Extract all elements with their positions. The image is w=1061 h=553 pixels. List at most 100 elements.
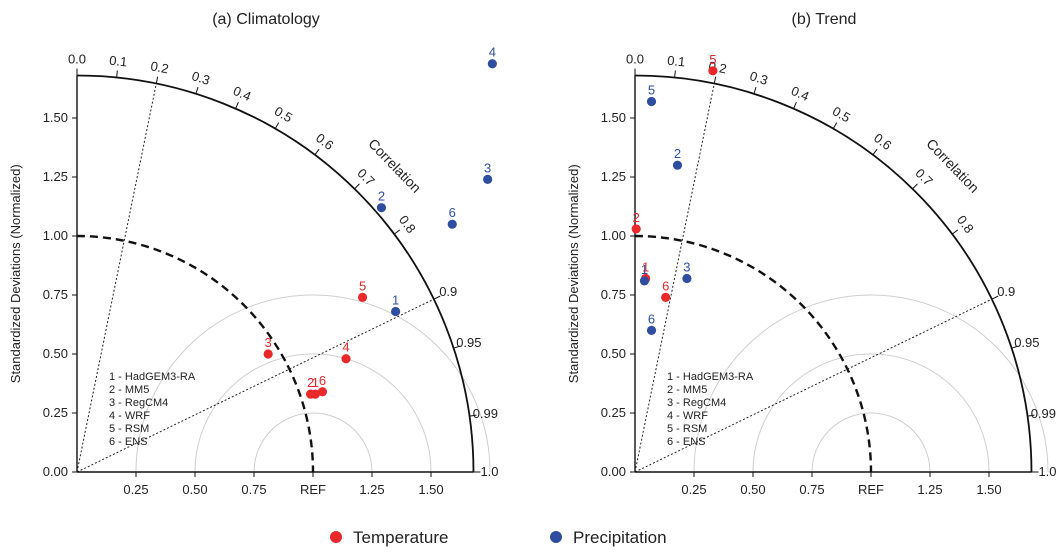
correlation-tick-label: 0.1 <box>109 53 128 70</box>
model-list-item: 6 - ENS <box>667 436 706 448</box>
y-tick-label: 0.25 <box>43 405 68 420</box>
correlation-tick-mark <box>433 295 441 300</box>
correlation-tick-mark <box>872 148 878 156</box>
y-tick-label: 0.75 <box>601 287 626 302</box>
rms-arc <box>752 353 990 473</box>
correlation-tick-label: 0.99 <box>1031 406 1056 421</box>
y-tick-label: 0.25 <box>601 405 626 420</box>
data-point-label: 6 <box>319 373 326 388</box>
correlation-tick-mark <box>274 122 280 129</box>
model-list-item: 4 - WRF <box>109 410 150 422</box>
rms-arc <box>693 294 1049 473</box>
data-point <box>661 292 671 302</box>
data-point <box>483 174 493 184</box>
y-tick-label: 0.50 <box>601 346 626 361</box>
correlation-tick-mark <box>393 229 401 235</box>
correlation-tick-label: 0.4 <box>231 83 254 104</box>
correlation-tick-mark <box>1011 345 1019 349</box>
data-point <box>376 203 387 213</box>
correlation-tick-mark <box>314 148 320 156</box>
x-tick-label: 0.75 <box>241 482 266 497</box>
model-list-item: 6 - ENS <box>109 436 148 448</box>
x-tick-label: 0.75 <box>799 482 824 497</box>
data-point <box>646 325 657 335</box>
y-tick-label: 1.50 <box>43 110 68 125</box>
legend-marker <box>550 531 562 543</box>
x-tick-label: 1.50 <box>418 482 443 497</box>
rms-arc <box>253 412 373 473</box>
taylor-panel-climatology: (a) Climatology0.000.250.500.751.001.251… <box>8 11 499 497</box>
x-tick-label: 1.25 <box>917 482 942 497</box>
data-point <box>487 59 497 69</box>
correlation-tick-label: 0.95 <box>1014 335 1039 350</box>
taylor-panel-trend: (b) Trend 0.00 0.25 0.50 0.75 1.00 1.25 1.50 0.2… <box>566 11 1057 497</box>
correlation-tick-label: 0.9 <box>439 284 457 299</box>
data-point-label: 5 <box>359 278 366 293</box>
model-list-item: 4 - WRF <box>667 410 708 422</box>
outer-arc <box>76 74 475 473</box>
data-point <box>639 276 650 286</box>
correlation-tick-mark <box>235 102 239 109</box>
correlation-tick-mark <box>354 183 360 190</box>
correlation-tick-mark <box>832 122 838 129</box>
x-tick-label: 1.25 <box>359 482 384 497</box>
correlation-tick-mark <box>1027 414 1035 417</box>
data-point <box>672 160 683 170</box>
data-point <box>708 66 718 76</box>
correlation-tick-label: 1.0 <box>480 464 498 479</box>
correlation-tick-label: 0.6 <box>313 130 336 153</box>
correlation-title: Correlation <box>923 135 982 195</box>
model-list-item: 5 - RSM <box>109 423 149 435</box>
y-axis-label: Standardized Deviations (Normalized) <box>566 164 581 383</box>
data-point-label: 5 <box>648 82 655 97</box>
correlation-tick-mark <box>793 102 797 109</box>
data-point-label: 5 <box>709 52 716 67</box>
correlation-title: Correlation <box>365 135 424 195</box>
rms-arc <box>194 353 432 473</box>
correlation-tick-label: 0.99 <box>473 406 498 421</box>
y-tick-label: 0.75 <box>43 287 68 302</box>
correlation-tick-mark <box>951 229 959 235</box>
data-point-label: 2 <box>674 146 681 161</box>
data-point-label: 1 <box>641 262 648 277</box>
data-point <box>357 292 368 302</box>
data-point-label: 1 <box>392 293 399 308</box>
correlation-tick-mark <box>674 70 676 78</box>
correlation-tick-mark <box>155 76 159 84</box>
rms-arc <box>811 412 931 473</box>
model-list-item: 2 - MM5 <box>667 384 707 396</box>
y-axis-label: Standardized Deviations (Normalized) <box>8 164 23 383</box>
y-tick-label: 1.25 <box>43 169 68 184</box>
data-point-label: 6 <box>648 311 655 326</box>
data-point-label: 6 <box>662 278 669 293</box>
data-point <box>263 349 273 359</box>
data-point-label: 4 <box>342 340 349 355</box>
data-point <box>306 389 316 399</box>
data-point <box>317 387 328 397</box>
correlation-tick-mark <box>116 70 118 78</box>
y-tick-label: 0.00 <box>43 464 68 479</box>
correlation-tick-mark <box>912 183 918 190</box>
data-point-label: 3 <box>484 160 491 175</box>
panel-title: (a) Climatology <box>212 11 320 28</box>
data-point <box>391 306 401 317</box>
x-tick-label: REF <box>300 482 326 497</box>
x-tick-label: 0.25 <box>123 482 148 497</box>
correlation-tick-label: 0.95 <box>456 335 481 350</box>
y-tick-label: 0.00 <box>601 464 626 479</box>
data-point-label: 2 <box>378 189 385 204</box>
y-tick-label: 1.50 <box>601 110 626 125</box>
correlation-tick-label: 0.5 <box>272 103 295 125</box>
y-tick-label: 1.00 <box>43 228 68 243</box>
legend-label: Precipitation <box>573 528 667 547</box>
correlation-tick-label: 0.0 <box>626 52 644 67</box>
data-point <box>341 354 351 364</box>
data-point-label: 1 <box>642 259 649 274</box>
correlation-tick-mark <box>753 86 757 94</box>
correlation-tick-mark <box>991 295 999 300</box>
data-point <box>447 219 457 229</box>
y-tick-label: 1.00 <box>601 228 626 243</box>
correlation-tick-label: 0.3 <box>190 68 212 88</box>
data-point-label: 4 <box>489 45 496 60</box>
